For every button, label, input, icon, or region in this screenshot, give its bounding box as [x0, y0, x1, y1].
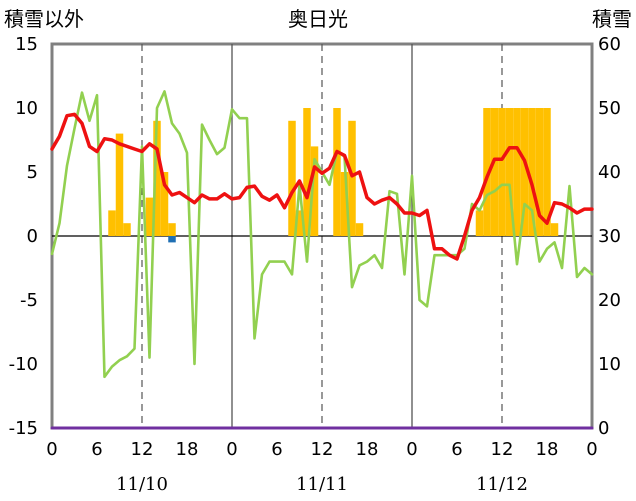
x-tick-label: 18: [356, 439, 379, 460]
y-right-tick-label: 0: [598, 418, 609, 439]
x-tick-label: 12: [491, 439, 514, 460]
bar: [310, 146, 319, 236]
bar: [160, 172, 169, 236]
y-left-tick-label: -10: [9, 354, 38, 375]
y-right-tick-label: 60: [598, 34, 621, 55]
bar: [295, 210, 304, 236]
bar: [333, 108, 341, 236]
x-tick-label: 6: [271, 439, 282, 460]
bar: [505, 108, 514, 236]
bar: [550, 223, 559, 236]
bar: [303, 108, 311, 236]
y-right-tick-label: 40: [598, 162, 621, 183]
y-left-tick-label: 0: [27, 226, 38, 247]
x-tick-label: 0: [586, 439, 597, 460]
x-tick-label: 12: [311, 439, 334, 460]
x-tick-label: 18: [176, 439, 199, 460]
x-tick-label: 6: [91, 439, 102, 460]
bar: [355, 223, 364, 236]
y-right-tick-label: 10: [598, 354, 621, 375]
bar: [498, 108, 506, 236]
y-left-tick-label: -15: [9, 418, 38, 439]
bar: [348, 120, 356, 236]
date-label: 11/10: [116, 474, 168, 495]
bar: [288, 120, 296, 236]
y-left-tick-label: 15: [15, 34, 38, 55]
y-right-tick-label: 50: [598, 98, 621, 119]
x-tick-label: 6: [451, 439, 462, 460]
bar: [168, 236, 176, 243]
x-tick-label: 0: [406, 439, 417, 460]
bar: [483, 108, 491, 236]
bar: [123, 223, 131, 236]
bar: [340, 172, 349, 236]
chart-title: 奥日光: [288, 7, 348, 31]
bar: [513, 108, 521, 236]
left-axis-label: 積雪以外: [4, 7, 84, 31]
bar: [145, 197, 154, 236]
y-right-tick-label: 20: [598, 290, 621, 311]
x-tick-label: 0: [226, 439, 237, 460]
bar: [490, 108, 499, 236]
y-left-tick-label: -5: [20, 290, 38, 311]
bar: [168, 223, 176, 236]
x-tick-label: 0: [46, 439, 57, 460]
bar: [543, 108, 551, 236]
bar: [108, 210, 116, 236]
x-tick-label: 18: [536, 439, 559, 460]
date-label: 11/11: [296, 474, 348, 495]
right-axis-label: 積雪: [592, 7, 632, 31]
y-left-tick-label: 5: [27, 162, 38, 183]
bar: [153, 120, 161, 236]
date-label: 11/12: [476, 474, 528, 495]
bar: [535, 108, 544, 236]
bar: [475, 210, 484, 236]
bar: [520, 108, 529, 236]
y-right-tick-label: 30: [598, 226, 621, 247]
bar: [115, 133, 124, 236]
temperature-line: [50, 112, 594, 261]
x-tick-label: 12: [131, 439, 154, 460]
y-left-tick-label: 10: [15, 98, 38, 119]
bar: [528, 108, 536, 236]
